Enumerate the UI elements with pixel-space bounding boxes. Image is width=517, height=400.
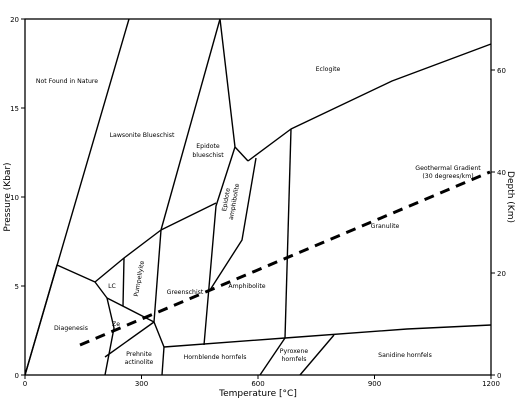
granulite-label: Granulite (371, 223, 400, 230)
diagenesis-label: Diagenesis (54, 325, 88, 332)
prehnite-east-boundary (161, 346, 165, 376)
x-tick-label: 600 (251, 380, 264, 388)
y-right-tick-label: 40 (497, 169, 506, 177)
pyroxene-label-2: hornfels (282, 356, 307, 363)
sanidine-label: Sanidine hornfels (378, 352, 432, 359)
x-tick-label: 900 (368, 380, 381, 388)
y-right-axis-title: Depth (Km) (505, 171, 515, 223)
y-left-tick-label: 15 (10, 105, 19, 113)
pyroxene-east-boundary (299, 334, 335, 376)
pumpellyite-label: Pumpellyite (133, 260, 146, 297)
y-left-tick-label: 20 (10, 16, 19, 24)
epidote-blueschist-label-1: Epidote (196, 143, 220, 150)
lc-ze-boundary (104, 297, 115, 376)
x-axis: 0 300 600 900 1200 Temperature [°C] (23, 375, 500, 399)
geothermal-label-1: Geothermal Gradient (415, 165, 481, 172)
hornblende-label: Hornblende hornfels (184, 354, 247, 361)
y-axis-right: 0 20 40 60 Depth (Km) (491, 67, 515, 380)
geothermal-gradient-line (79, 170, 491, 347)
greenschist-west-boundary (153, 229, 162, 323)
prehnite-upper-boundary (104, 321, 155, 358)
pyroxene-label-1: Pyroxene (280, 348, 309, 355)
y-left-tick-label: 0 (15, 372, 19, 380)
ze-label: Ze (112, 321, 120, 328)
lawsonite-label: Lawsonite Blueschist (110, 132, 175, 139)
x-tick-label: 300 (135, 380, 148, 388)
y-left-tick-label: 10 (10, 194, 19, 202)
pyroxene-west-boundary (259, 337, 286, 376)
eclogite-label: Eclogite (316, 66, 341, 73)
eclogite-lower-boundary (247, 43, 492, 162)
prehnite-label-2: actinolite (125, 359, 154, 366)
granulite-west-boundary (284, 128, 292, 339)
prehnite-label-1: Prehnite (126, 351, 152, 358)
epidote-blueschist-label-2: blueschist (192, 152, 224, 159)
pumpellyite-west-boundary (122, 257, 125, 307)
epidote-blueschist-lower-boundary (219, 18, 249, 162)
x-tick-label: 1200 (482, 380, 500, 388)
y-left-tick-label: 5 (15, 283, 19, 291)
y-right-tick-label: 60 (497, 67, 506, 75)
epidote-amphibolite-label-1: Epidote (221, 187, 232, 212)
y-left-axis-title: Pressure (Kbar) (3, 162, 13, 231)
geothermal-label-2: (30 degrees/km) (422, 173, 473, 180)
y-right-tick-label: 0 (497, 372, 501, 380)
greenschist-label: Greenschist (167, 289, 204, 296)
greenschist-upper-boundary (94, 202, 217, 283)
y-right-tick-label: 20 (497, 270, 506, 278)
pumpellyite-boundary (94, 281, 165, 348)
y-axis-left: 0 5 10 15 20 Pressure (Kbar) (3, 16, 25, 380)
x-axis-title: Temperature [°C] (218, 389, 297, 399)
amphibolite-label: Amphibolite (228, 283, 265, 290)
diagenesis-upper-boundary (24, 264, 96, 376)
facies-labels: Not Found in Nature Lawsonite Blueschist… (36, 66, 481, 366)
plot-frame (24, 18, 492, 376)
facies-boundaries (24, 18, 492, 376)
lc-label: LC (108, 283, 116, 290)
epidote-amphibolite-west-boundary (203, 146, 236, 346)
epidote-amphibolite-east-boundary (209, 157, 257, 291)
not-found-label: Not Found in Nature (36, 78, 98, 85)
lawsonite-epidote-boundary (160, 18, 221, 231)
x-tick-label: 0 (23, 380, 27, 388)
hornfels-upper-boundary (163, 324, 492, 348)
